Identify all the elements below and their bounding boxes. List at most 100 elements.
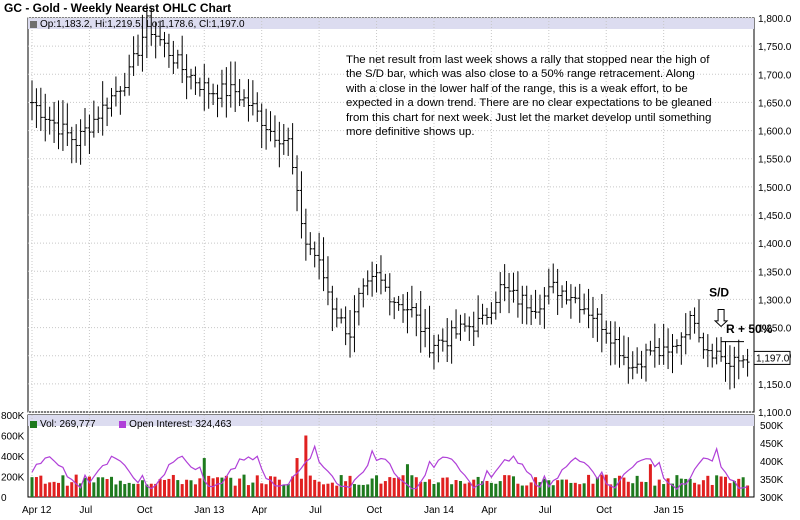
x-tick-label: Oct xyxy=(367,505,383,516)
chart-title: GC - Gold - Weekly Nearest OHLC Chart xyxy=(4,1,232,15)
price-tick-label: 1,300.0 xyxy=(758,295,792,306)
price-tick-label: 1,250.0 xyxy=(758,324,792,335)
volume-bar xyxy=(255,475,259,497)
open-interest-line xyxy=(31,444,748,491)
price-tick-label: 1,350.0 xyxy=(758,267,792,278)
volume-bar xyxy=(246,485,250,497)
volume-bar xyxy=(273,476,277,497)
volume-bar xyxy=(494,483,498,497)
volume-bar xyxy=(110,476,114,497)
oi-tick-label: 450K xyxy=(760,439,784,450)
volume-bar xyxy=(405,464,409,497)
volume-bar xyxy=(304,435,308,497)
volume-bar xyxy=(450,484,454,497)
volume-bar xyxy=(582,483,586,497)
volume-bar xyxy=(176,480,180,497)
volume-bar xyxy=(719,476,723,497)
volume-bar xyxy=(264,484,268,497)
volume-bar xyxy=(675,475,679,497)
volume-bar xyxy=(83,477,87,497)
volume-bar xyxy=(688,478,692,497)
volume-bar xyxy=(732,480,736,497)
volume-bar xyxy=(560,479,564,497)
volume-bar xyxy=(220,477,224,497)
volume-bar xyxy=(463,483,467,497)
price-tick-label: 1,600.0 xyxy=(758,127,792,138)
x-tick-label: Jan 14 xyxy=(424,505,454,516)
volume-bar xyxy=(419,481,423,497)
volume-bar xyxy=(432,483,436,497)
x-tick-label: Oct xyxy=(596,505,612,516)
volume-bar xyxy=(520,485,524,497)
volume-bar xyxy=(631,483,635,497)
volume-bar xyxy=(163,479,167,497)
volume-bar xyxy=(313,479,317,497)
volume-bar xyxy=(485,480,489,497)
oi-tick-label: 350K xyxy=(760,475,784,486)
volume-bar xyxy=(644,481,648,497)
volume-bar xyxy=(635,475,639,497)
volume-bar xyxy=(193,484,197,497)
volume-bar xyxy=(70,482,74,497)
volume-bar xyxy=(701,480,705,497)
x-tick-label: Jul xyxy=(309,505,322,516)
volume-tick-label: 600K xyxy=(1,432,25,443)
volume-bar xyxy=(39,475,43,497)
volume-bar xyxy=(569,482,573,497)
volume-bar xyxy=(529,482,533,497)
volume-bar xyxy=(211,478,215,497)
volume-bar xyxy=(326,483,330,497)
volume-bar xyxy=(43,483,47,497)
volume-bar xyxy=(679,478,683,497)
x-tick-label: Apr 12 xyxy=(22,505,52,516)
oi-tick-label: 400K xyxy=(760,457,784,468)
last-value-box xyxy=(753,350,791,365)
volume-bar xyxy=(697,484,701,497)
volume-bar xyxy=(224,475,228,497)
volume-bar xyxy=(132,483,136,497)
volume-bar xyxy=(118,480,122,497)
volume-bar xyxy=(370,478,374,497)
volume-bar xyxy=(591,483,595,497)
volume-bar xyxy=(410,475,414,497)
volume-panel-header xyxy=(28,415,754,426)
volume-bar xyxy=(684,478,688,497)
volume-bar xyxy=(269,476,273,497)
volume-bar xyxy=(198,478,202,497)
volume-bar xyxy=(291,476,295,497)
volume-bar xyxy=(322,484,326,497)
volume-bar xyxy=(96,477,100,497)
volume-bar xyxy=(489,482,493,497)
volume-bar xyxy=(397,477,401,497)
volume-bar xyxy=(299,478,303,497)
volume-bar xyxy=(476,476,480,497)
volume-bar xyxy=(525,485,529,497)
volume-bar xyxy=(48,482,52,497)
price-tick-label: 1,800.0 xyxy=(758,14,792,25)
price-tick-label: 1,500.0 xyxy=(758,183,792,194)
volume-tick-label: 800K xyxy=(1,411,25,422)
volume-bar xyxy=(74,474,78,497)
volume-bar xyxy=(149,483,153,497)
volume-bar xyxy=(578,484,582,497)
volume-bar xyxy=(706,475,710,497)
ohlc-info: Op:1,183.2, Hi:1,219.5, Lo:1,178.6, Cl:1… xyxy=(30,19,245,30)
price-tick-label: 1,550.0 xyxy=(758,155,792,166)
volume-bar xyxy=(551,485,555,497)
volume-bar xyxy=(573,482,577,497)
ohlc-legend-swatch xyxy=(30,20,37,28)
volume-bar xyxy=(503,475,507,497)
volume-bar xyxy=(30,477,34,497)
volume-bar xyxy=(189,480,193,497)
volume-bar xyxy=(604,474,608,497)
volume-bar xyxy=(145,484,149,497)
volume-bar xyxy=(414,477,418,497)
volume-bar xyxy=(65,485,69,497)
volume-bar xyxy=(547,480,551,497)
oi-tick-label: 300K xyxy=(760,493,784,504)
volume-bar xyxy=(710,484,714,497)
volume-bar xyxy=(670,483,674,497)
volume-bar xyxy=(653,485,657,497)
